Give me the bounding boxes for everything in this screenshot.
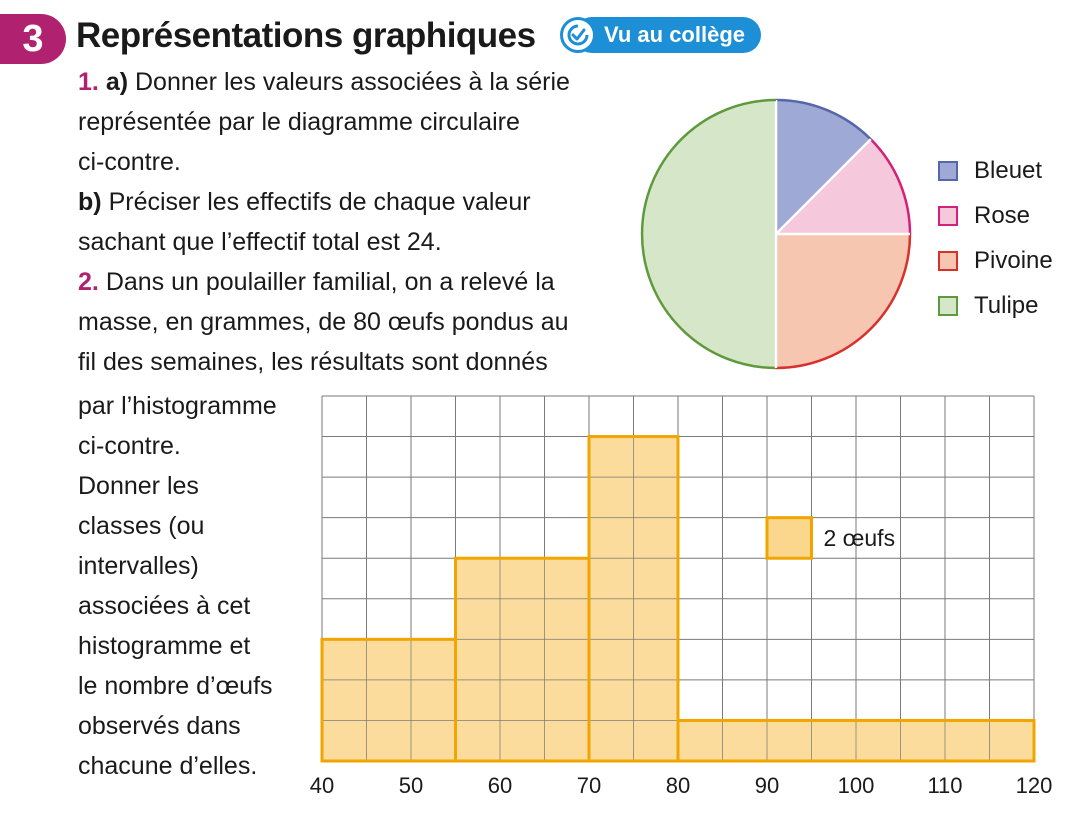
q2-cont-line: histogramme et	[78, 632, 251, 660]
histogram-bar-outline	[320, 637, 457, 763]
x-tick-label: 70	[577, 773, 601, 798]
q2-line-2: masse, en grammes, de 80 œufs pondus au	[78, 308, 569, 336]
histogram-legend-label: 2 œufs	[824, 525, 896, 551]
pie-divider	[775, 138, 872, 235]
x-tick-label: 100	[838, 773, 875, 798]
x-tick-label: 80	[666, 773, 690, 798]
pie-arc-rose	[869, 138, 912, 235]
legend-item-tulipe: Tulipe	[938, 283, 1053, 328]
q2-cont-line: Donner les	[78, 472, 199, 500]
pie-slice-pivoine	[776, 234, 910, 368]
x-tick-label: 90	[755, 773, 779, 798]
q2-line-3: fil des semaines, les résultats sont don…	[78, 348, 548, 376]
pie-slice-bleuet	[776, 100, 871, 234]
q1a-line-2: représentée par le diagramme circulaire	[78, 108, 520, 136]
q1b-line-1: b) Préciser les effectifs de chaque vale…	[78, 188, 531, 216]
q2-cont-line: associées à cet	[78, 592, 251, 620]
q2-cont-line: chacune d’elles.	[78, 752, 258, 780]
histogram-bar	[455, 558, 589, 761]
pie-arc-tulipe	[640, 98, 777, 370]
legend-swatch	[938, 295, 958, 316]
histogram-bar-outline	[454, 556, 591, 763]
q2-cont-line: observés dans	[78, 712, 241, 740]
legend-swatch	[938, 250, 958, 271]
histogram-bar	[678, 720, 1034, 761]
pie-legend: Bleuet Rose Pivoine Tulipe	[938, 148, 1053, 328]
q2-line-1: 2. Dans un poulailler familial, on a rel…	[78, 268, 555, 296]
q2-cont-line: par l’histogramme	[78, 392, 277, 420]
check-refresh-icon	[560, 17, 596, 53]
x-tick-label: 60	[488, 773, 512, 798]
legend-item-bleuet: Bleuet	[938, 148, 1053, 193]
legend-item-rose: Rose	[938, 193, 1053, 238]
legend-swatch	[938, 160, 958, 181]
seen-in-college-tag: Vu au collège	[560, 16, 762, 54]
question-text-block: 1. a) Donner les valeurs associées à la …	[78, 62, 570, 382]
legend-swatch	[938, 205, 958, 226]
x-tick-label: 40	[310, 773, 334, 798]
q2-cont-line: classes (ou	[78, 512, 205, 540]
histogram-bar-outline	[587, 435, 680, 763]
q2-cont-line: ci-contre.	[78, 432, 181, 460]
pie-arc-bleuet	[775, 98, 872, 141]
legend-item-pivoine: Pivoine	[938, 238, 1053, 283]
pie-slice-tulipe	[642, 100, 776, 368]
x-tick-label: 50	[399, 773, 423, 798]
pie-arc-pivoine	[775, 233, 912, 370]
page-title: Représentations graphiques	[76, 16, 536, 55]
question2-continued: par l’histogramme ci-contre. Donner les …	[78, 386, 277, 786]
q1a-line-3: ci-contre.	[78, 148, 181, 176]
q1b-line-2: sachant que l’effectif total est 24.	[78, 228, 442, 256]
pie-slice-rose	[776, 139, 910, 234]
q2-cont-line: le nombre d’œufs	[78, 672, 273, 700]
histogram-legend-square	[765, 516, 813, 560]
histogram-bar	[589, 436, 678, 761]
q1a-line-1: 1. a) Donner les valeurs associées à la …	[78, 68, 570, 96]
histogram-bar-outline	[676, 718, 1036, 763]
q2-cont-line: intervalles)	[78, 552, 199, 580]
seen-in-college-label: Vu au collège	[574, 17, 762, 53]
histogram-bar	[322, 639, 456, 761]
exercise-number-badge: 3	[0, 14, 66, 64]
x-tick-label: 110	[927, 773, 962, 798]
x-tick-label: 120	[1016, 773, 1053, 798]
